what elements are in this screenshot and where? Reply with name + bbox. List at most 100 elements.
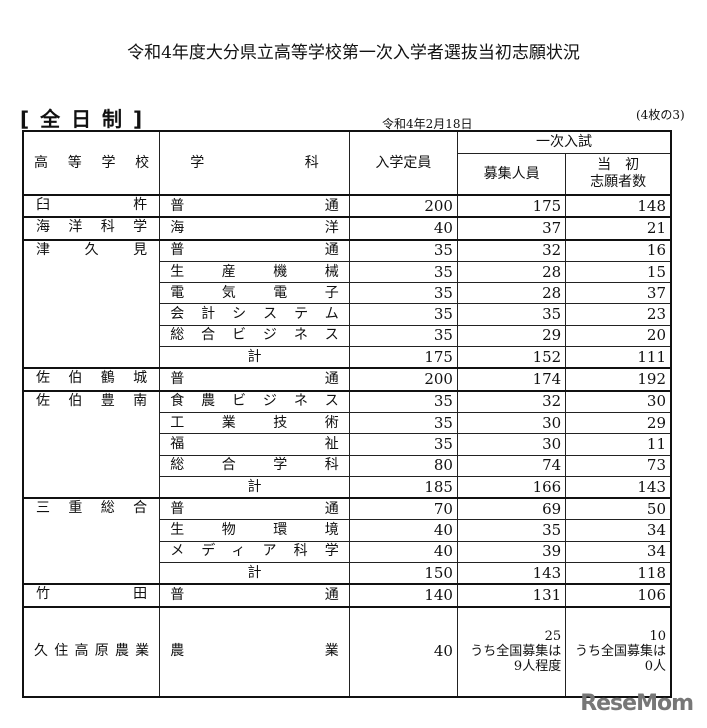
total-label: 計 — [159, 475, 350, 499]
subject-name: 普通 — [159, 497, 350, 521]
recruit-value: 131 — [456, 583, 567, 608]
subject-name: 海洋 — [159, 216, 350, 241]
applicants-value: 118 — [565, 562, 672, 585]
header-applicants-line1: 当 初 — [597, 157, 640, 173]
capacity-value: 35 — [348, 260, 458, 284]
capacity-value: 35 — [348, 389, 458, 413]
table-row: 生物環境 40 35 34 — [23, 519, 672, 542]
applicants-value: 73 — [565, 454, 672, 477]
applicants-value: 29 — [565, 411, 672, 435]
page-number: (4枚の3) — [636, 108, 685, 122]
table-row: 臼杵 普通 200 175 148 — [22, 193, 672, 218]
capacity-value: 35 — [348, 411, 458, 435]
capacity-value: 35 — [348, 238, 458, 262]
recruit-value: 143 — [456, 562, 567, 585]
recruit-value: 28 — [456, 282, 567, 305]
recruit-line: 9人程度 — [513, 659, 562, 675]
applicants-value: 148 — [565, 193, 672, 218]
applicants-value: 20 — [565, 324, 672, 348]
capacity-value: 200 — [348, 367, 458, 392]
capacity-value: 40 — [348, 605, 458, 698]
recruit-value: 39 — [456, 540, 567, 564]
subject-name: 総合学科 — [159, 454, 350, 477]
capacity-value: 150 — [348, 562, 458, 585]
recruit-value: 152 — [456, 346, 567, 369]
table-body: 臼杵 普通 200 175 148 海洋科学 海洋 40 37 21 津久見 普通 35 32 16 生産機械… — [22, 193, 672, 698]
capacity-value: 40 — [348, 216, 458, 241]
header-first-exam: 一次入試 — [456, 130, 672, 154]
applicants-value: 111 — [565, 346, 672, 369]
applicants-value: 15 — [565, 260, 672, 284]
header-school: 高等学校 — [22, 130, 161, 196]
applications-table: 高等学校 学科 入学定員 一次入試 募集人員 当 初志願者数 臼杵 普通 200 17… — [22, 130, 672, 698]
table-row: 会計システム 35 35 23 — [23, 303, 672, 326]
recruit-value: 175 — [456, 193, 567, 218]
header-recruit: 募集人員 — [456, 153, 567, 196]
capacity-value: 35 — [348, 303, 458, 326]
recruit-value: 166 — [456, 475, 567, 499]
recruit-value: 35 — [456, 303, 567, 326]
header-applicants: 当 初志願者数 — [565, 153, 672, 196]
table-row: 総合学科 80 74 73 — [23, 454, 672, 477]
capacity-value: 175 — [348, 346, 458, 369]
table-row: 海洋科学 海洋 40 37 21 — [22, 216, 672, 241]
applicants-value: 11 — [565, 433, 672, 456]
table-row: 計 175 152 111 — [23, 346, 672, 369]
applicants-value: 10 うち全国募集は 0人 — [565, 605, 672, 698]
table-row: 計 150 143 118 — [23, 562, 672, 585]
subject-name: 会計システム — [159, 303, 350, 326]
subject-name: 工業技術 — [159, 411, 350, 435]
applicants-line: 0人 — [644, 659, 666, 675]
recruit-value: 35 — [456, 519, 567, 542]
resemom-logo: ReseMom — [580, 691, 694, 716]
subject-name: 生産機械 — [159, 260, 350, 284]
capacity-value: 80 — [348, 454, 458, 477]
subject-name: 食農ビジネス — [159, 389, 350, 413]
recruit-value: 74 — [456, 454, 567, 477]
capacity-value: 185 — [348, 475, 458, 499]
header-applicants-line2: 志願者数 — [590, 174, 647, 190]
total-label: 計 — [159, 562, 350, 585]
capacity-value: 35 — [348, 282, 458, 305]
applicants-value: 143 — [565, 475, 672, 499]
school-name: 海洋科学 — [22, 216, 161, 241]
applicants-value: 34 — [565, 519, 672, 542]
applicants-value: 106 — [565, 583, 672, 608]
school-name: 臼杵 — [22, 193, 161, 218]
subject-name: 農業 — [159, 605, 350, 698]
capacity-value: 40 — [348, 519, 458, 542]
recruit-value: 30 — [456, 433, 567, 456]
table-row: 佐伯豊南 食農ビジネス 35 32 30 — [22, 389, 672, 499]
applicants-value: 23 — [565, 303, 672, 326]
school-name: 佐伯鶴城 — [22, 367, 161, 392]
capacity-value: 35 — [348, 324, 458, 348]
school-name: 竹田 — [22, 583, 161, 608]
applicants-value: 192 — [565, 367, 672, 392]
applicants-value: 50 — [565, 497, 672, 521]
subject-name: 福祉 — [159, 433, 350, 456]
applicants-line: うち全国募集は — [574, 644, 666, 660]
recruit-value: 37 — [456, 216, 567, 241]
recruit-line: 25 — [544, 629, 562, 645]
table-row: 津久見 普通 35 32 16 — [22, 238, 672, 369]
recruit-value: 174 — [456, 367, 567, 392]
table-row: 生産機械 35 28 15 — [23, 260, 672, 284]
recruit-value: 29 — [456, 324, 567, 348]
applicants-value: 34 — [565, 540, 672, 564]
subject-name: 普通 — [159, 238, 350, 262]
school-name: 久住高原農業 — [22, 605, 161, 698]
total-label: 計 — [159, 346, 350, 369]
subject-name: 普通 — [159, 367, 350, 392]
applicants-line: 10 — [649, 629, 666, 645]
table-row: 計 185 166 143 — [23, 475, 672, 499]
table-row: 佐伯鶴城 普通 200 174 192 — [22, 367, 672, 392]
recruit-value: 30 — [456, 411, 567, 435]
header-subject: 学科 — [159, 130, 350, 196]
subject-name: メディア科学 — [159, 540, 350, 564]
applicants-value: 37 — [565, 282, 672, 305]
recruit-value: 32 — [456, 389, 567, 413]
recruit-value: 69 — [456, 497, 567, 521]
school-name: 三重総合 — [22, 497, 161, 585]
subject-name: 生物環境 — [159, 519, 350, 542]
recruit-line: うち全国募集は — [470, 644, 562, 660]
